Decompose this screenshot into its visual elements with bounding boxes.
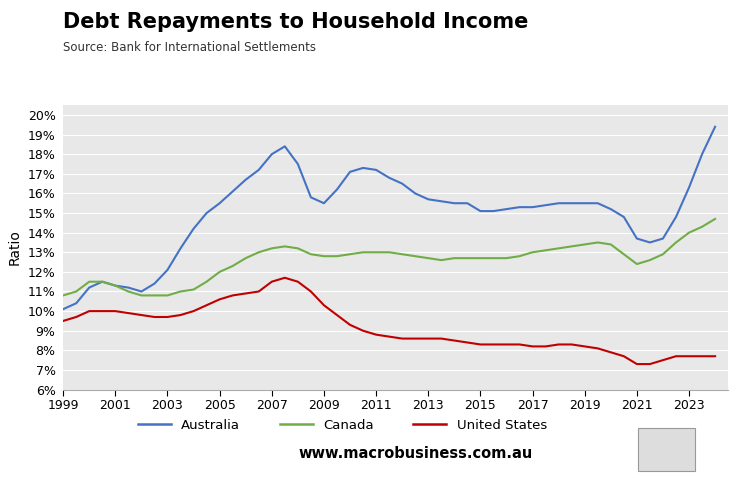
Text: Debt Repayments to Household Income: Debt Repayments to Household Income [63,12,528,32]
Text: Source: Bank for International Settlements: Source: Bank for International Settlemen… [63,41,317,54]
Text: www.macrobusiness.com.au: www.macrobusiness.com.au [299,446,533,461]
Text: MACRO: MACRO [630,27,704,45]
Legend: Australia, Canada, United States: Australia, Canada, United States [132,413,553,437]
Text: BUSINESS: BUSINESS [617,60,717,78]
Y-axis label: Ratio: Ratio [8,229,22,265]
FancyBboxPatch shape [638,428,695,471]
